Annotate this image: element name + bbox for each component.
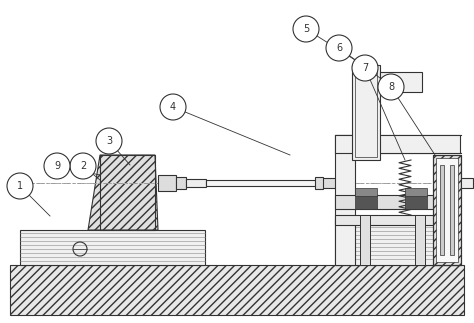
Bar [433,155,461,265]
Bar [10,265,464,315]
Circle shape [326,35,352,61]
Bar [450,165,454,255]
Bar [20,230,205,265]
Bar [335,135,460,153]
Bar [158,175,176,191]
Bar [206,180,321,186]
Bar [176,177,186,189]
Text: 3: 3 [106,136,112,146]
Circle shape [70,153,96,179]
Bar [186,179,206,187]
Bar [352,65,380,160]
Bar [436,158,458,262]
Bar [440,165,444,255]
Bar [335,220,460,265]
Bar [355,68,377,157]
Bar [360,215,370,265]
Bar [335,195,460,209]
Text: 5: 5 [303,24,309,34]
Text: 7: 7 [362,63,368,73]
Circle shape [96,128,122,154]
Bar [355,188,377,196]
Bar [335,135,355,265]
Bar [355,195,377,209]
Polygon shape [88,155,158,230]
Bar [433,155,461,265]
Bar [380,72,422,92]
Bar [315,177,323,189]
Bar [405,188,427,196]
Bar [335,215,460,225]
Bar [100,155,155,230]
Circle shape [352,55,378,81]
Circle shape [7,173,33,199]
Bar [415,215,425,265]
Bar [321,178,339,188]
Text: 9: 9 [54,161,60,171]
Text: 8: 8 [388,82,394,92]
Text: 1: 1 [17,181,23,191]
Text: 2: 2 [80,161,86,171]
Bar [461,178,473,188]
Circle shape [160,94,186,120]
Circle shape [293,16,319,42]
Text: 6: 6 [336,43,342,53]
Bar [405,195,427,209]
Circle shape [44,153,70,179]
Circle shape [378,74,404,100]
Text: 4: 4 [170,102,176,112]
